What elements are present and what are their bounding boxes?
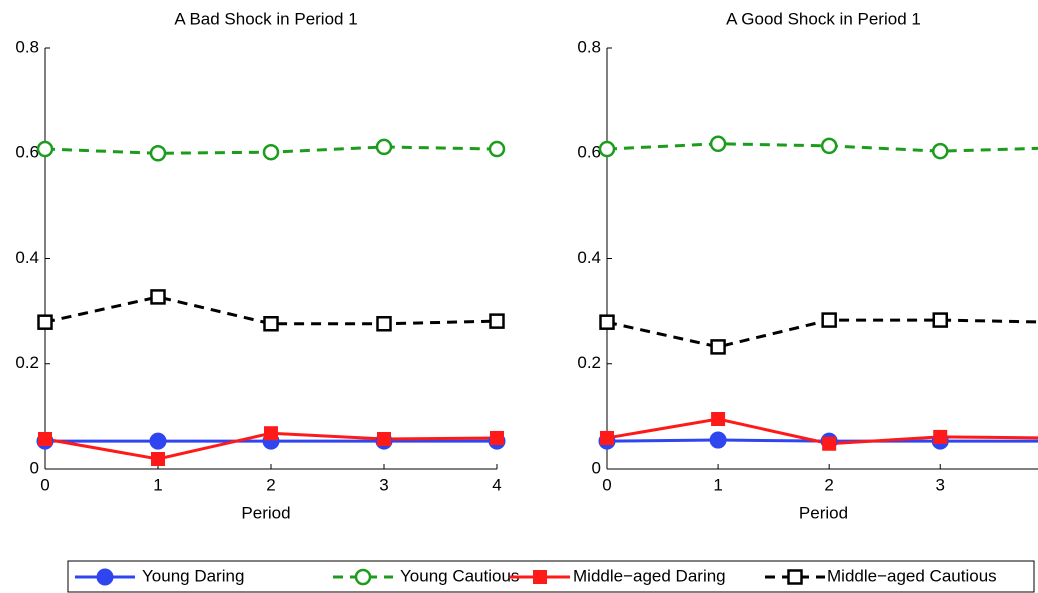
y-tick-label: 0.4 bbox=[577, 248, 601, 267]
x-axis-label: Period bbox=[799, 503, 848, 522]
y-tick-label: 0.2 bbox=[15, 353, 39, 372]
marker bbox=[931, 142, 949, 160]
x-tick-label: 2 bbox=[266, 475, 275, 494]
chart-title: A Bad Shock in Period 1 bbox=[174, 9, 357, 28]
x-tick-label: 2 bbox=[824, 475, 833, 494]
marker bbox=[709, 135, 727, 153]
marker bbox=[264, 426, 278, 441]
y-tick-label: 0.4 bbox=[15, 248, 39, 267]
marker bbox=[376, 316, 392, 332]
marker bbox=[490, 430, 504, 445]
marker bbox=[822, 436, 837, 451]
legend-label: Middle−aged Daring bbox=[573, 566, 726, 585]
x-axis-label: Period bbox=[241, 503, 290, 522]
legend-marker bbox=[354, 568, 372, 586]
marker bbox=[933, 429, 948, 444]
marker bbox=[38, 432, 52, 447]
x-tick-label: 0 bbox=[602, 475, 611, 494]
y-tick-label: 0.2 bbox=[577, 353, 601, 372]
marker bbox=[932, 312, 948, 328]
x-tick-label: 3 bbox=[936, 475, 945, 494]
legend-marker bbox=[787, 569, 803, 585]
marker bbox=[488, 140, 506, 158]
legend-label: Middle−aged Cautious bbox=[827, 566, 997, 585]
marker bbox=[709, 431, 727, 449]
marker bbox=[599, 314, 615, 330]
marker bbox=[710, 339, 726, 355]
marker bbox=[37, 314, 53, 330]
marker bbox=[375, 138, 393, 156]
y-tick-label: 0.8 bbox=[15, 37, 39, 56]
y-tick-label: 0.6 bbox=[15, 143, 39, 162]
marker bbox=[151, 452, 165, 467]
x-tick-label: 1 bbox=[713, 475, 722, 494]
legend-marker bbox=[96, 568, 114, 586]
marker bbox=[820, 137, 838, 155]
marker bbox=[821, 312, 837, 328]
marker bbox=[262, 143, 280, 161]
y-tick-label: 0 bbox=[30, 458, 39, 477]
marker bbox=[598, 140, 616, 158]
marker bbox=[600, 430, 614, 445]
x-tick-label: 0 bbox=[40, 475, 49, 494]
marker bbox=[150, 289, 166, 305]
marker bbox=[36, 140, 54, 158]
marker bbox=[149, 432, 167, 450]
marker bbox=[263, 316, 279, 332]
marker bbox=[711, 412, 726, 427]
x-tick-label: 3 bbox=[379, 475, 388, 494]
series-line bbox=[44, 295, 498, 326]
x-tick-label: 1 bbox=[153, 475, 162, 494]
legend-label: Young Cautious bbox=[400, 566, 519, 585]
marker bbox=[149, 145, 167, 162]
marker bbox=[489, 313, 505, 329]
x-tick-label: 4 bbox=[492, 475, 501, 494]
y-tick-label: 0 bbox=[592, 458, 601, 477]
legend-marker bbox=[533, 570, 547, 584]
y-tick-label: 0.8 bbox=[577, 37, 601, 56]
legend-label: Young Daring bbox=[142, 566, 244, 585]
chart-title: A Good Shock in Period 1 bbox=[726, 9, 921, 28]
marker bbox=[377, 432, 391, 447]
y-tick-label: 0.6 bbox=[577, 143, 601, 162]
